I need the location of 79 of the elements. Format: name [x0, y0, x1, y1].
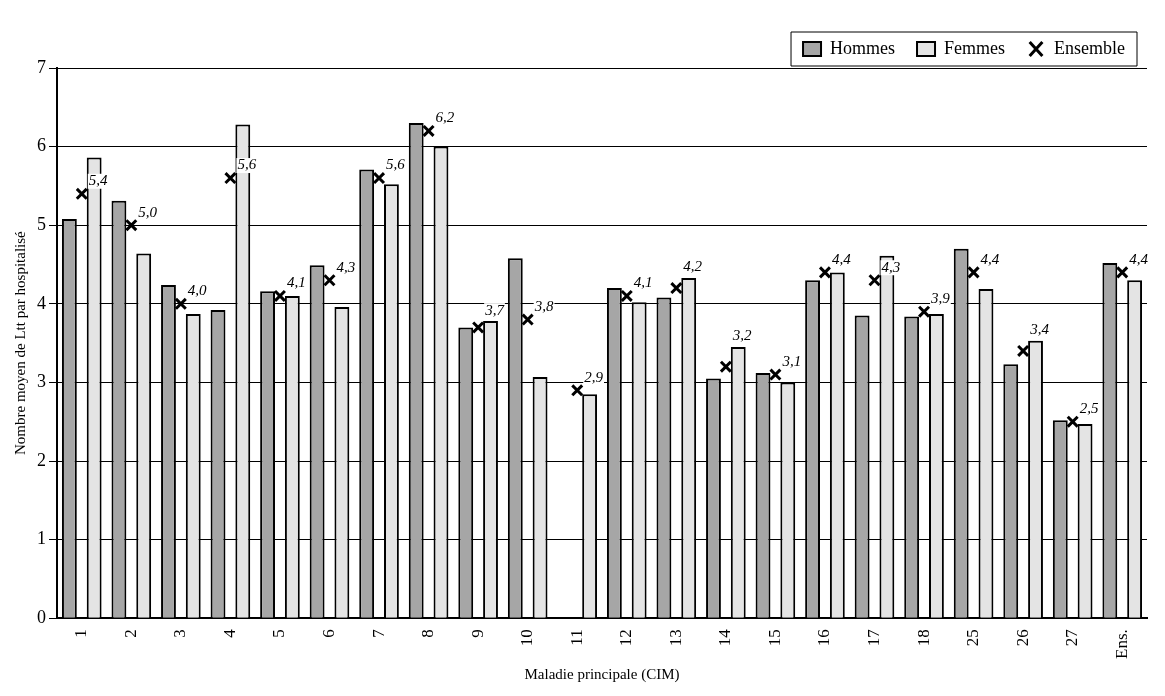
point	[174, 297, 188, 311]
data-label: 2,9	[584, 368, 604, 385]
data-label: 4,0	[187, 282, 208, 299]
legend-label: Ensemble	[1054, 37, 1126, 58]
point	[620, 289, 634, 303]
x-tick-label: 26	[1012, 629, 1032, 647]
point	[323, 273, 336, 287]
point	[372, 171, 386, 185]
y-tick-label: 1	[37, 528, 46, 549]
point	[818, 265, 832, 279]
point	[75, 187, 89, 201]
data-label: 6,2	[435, 109, 455, 126]
point	[1115, 265, 1129, 279]
y-tick-label: 2	[37, 449, 46, 470]
x-tick-label: 18	[913, 629, 933, 647]
point	[1066, 415, 1080, 429]
point	[422, 124, 436, 138]
y-tick-label: 3	[37, 371, 46, 392]
data-label: 3,7	[484, 301, 506, 318]
point	[768, 368, 782, 382]
x-tick-label: 3	[170, 629, 190, 638]
data-label: 3,2	[731, 327, 753, 344]
legend-label: Femmes	[944, 37, 1006, 58]
x-tick-label: 6	[318, 629, 338, 638]
point	[124, 218, 138, 232]
data-label: 4,4	[980, 250, 1000, 267]
data-label: 4,4	[1129, 250, 1149, 267]
x-tick-label: 5	[269, 629, 289, 638]
data-label: 2,5	[1079, 400, 1099, 417]
x-axis-title: Maladie principale (CIM)	[524, 665, 680, 683]
data-label: 4,1	[286, 274, 306, 291]
y-tick-label: 0	[37, 606, 46, 627]
y-tick-label: 7	[37, 56, 46, 77]
point	[471, 320, 485, 334]
x-tick-label: 1	[71, 629, 91, 638]
y-tick-label: 6	[37, 135, 46, 156]
data-label: 4,4	[831, 250, 852, 267]
point	[917, 305, 931, 319]
data-label: 5,6	[237, 156, 257, 173]
data-label: 5,0	[138, 203, 158, 220]
y-tick-label: 5	[37, 213, 46, 234]
data-label: 3,8	[533, 297, 554, 314]
point	[868, 273, 881, 287]
data-label: 5,6	[386, 156, 406, 173]
x-tick-label: 11	[566, 629, 586, 646]
x-tick-label: 16	[814, 629, 834, 647]
x-tick-label: 13	[665, 629, 685, 647]
point	[967, 265, 981, 279]
x-tick-label: 10	[517, 629, 537, 647]
x-tick-label: 4	[219, 628, 239, 638]
data-label: 5,4	[88, 172, 109, 189]
point	[1016, 344, 1030, 358]
x-tick-label: 12	[616, 629, 636, 647]
point	[719, 360, 733, 374]
x-tick-label: 9	[467, 629, 487, 638]
x-tick-label: 15	[764, 629, 784, 647]
point	[570, 383, 584, 397]
x-tick-label: 2	[120, 629, 140, 638]
x-tick-label: 14	[715, 628, 735, 647]
data-label: 4,1	[633, 274, 653, 291]
point	[223, 171, 237, 185]
data-label: 4,3	[881, 258, 901, 275]
y-axis-title: Nombre moyen de Ltt par hospitalisé	[11, 230, 28, 455]
x-tick-label: 17	[863, 628, 883, 647]
data-label: 3,9	[930, 290, 951, 307]
data-label: 3,4	[1029, 321, 1050, 338]
point	[521, 313, 535, 326]
data-label: 4,3	[336, 258, 356, 275]
x-tick-label: Ens.	[1111, 629, 1131, 659]
point	[273, 289, 287, 303]
point	[669, 281, 683, 295]
data-label: 3,1	[781, 353, 802, 370]
x-tick-label: 27	[1062, 628, 1082, 647]
legend-label: Hommes	[830, 37, 896, 58]
data-label: 4,2	[683, 258, 703, 275]
y-tick-label: 4	[37, 292, 46, 313]
x-tick-label: 8	[418, 629, 438, 638]
x-tick-label: 7	[368, 628, 388, 638]
x-tick-label: 25	[963, 629, 983, 647]
